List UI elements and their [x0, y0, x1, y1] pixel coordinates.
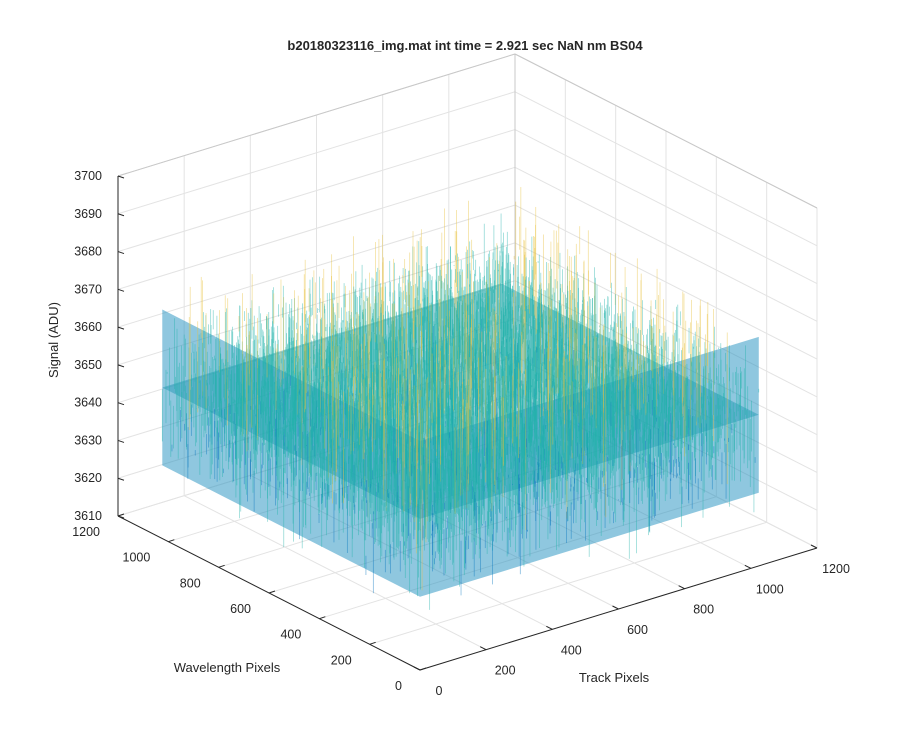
surface: [162, 187, 758, 610]
